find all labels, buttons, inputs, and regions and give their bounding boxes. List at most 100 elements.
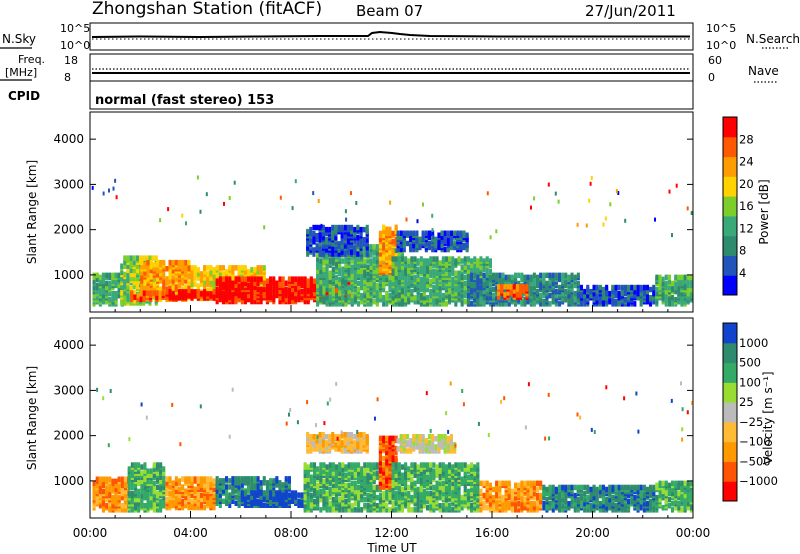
data-cell [548,301,552,307]
data-cell [536,274,540,281]
data-cell [686,290,690,297]
data-cell [394,224,398,231]
freq-panel: Freq. [MHz] 18 8 60 0 Nave [0,53,779,84]
data-cell [237,265,241,271]
data-cell [375,292,379,299]
nave-tick-bottom: 0 [708,71,715,84]
data-cell [375,462,379,468]
data-cell [385,263,389,269]
sparse-cell [604,216,607,221]
data-cell [397,274,401,281]
data-cell [132,259,136,265]
data-cell [529,286,533,293]
data-cell [415,236,419,243]
data-cell [451,276,455,283]
data-cell [350,470,354,476]
data-cell [278,484,282,490]
data-cell [278,294,282,301]
data-cell [133,294,137,300]
data-cell [162,282,166,288]
sparse-cell [576,222,579,227]
data-cell [664,301,668,307]
data-cell [570,292,574,299]
data-cell [184,284,188,290]
data-cell [394,253,398,259]
data-cell [463,256,467,262]
data-cell [506,290,510,296]
data-cell [140,464,144,470]
data-cell [375,258,379,264]
data-cell [661,276,665,283]
sparse-cell [554,191,557,196]
data-cell [129,271,133,278]
data-cell [215,476,219,482]
data-cell [247,494,251,500]
data-cell [149,290,153,296]
sparse-cell [416,219,419,224]
data-cell [225,276,229,282]
data-cell [402,230,406,236]
data-cell [356,251,360,257]
data-cell [331,505,335,511]
data-cell [199,476,203,482]
data-cell [309,290,313,297]
sparse-cell [533,196,536,201]
data-cell [347,288,351,295]
data-cell [473,286,477,293]
data-cell [601,290,605,297]
data-cell [363,292,367,299]
data-cell [120,486,124,493]
data-cell [416,276,420,283]
data-cell [482,288,486,295]
data-cell [334,288,338,295]
data-cell [256,498,260,504]
data-cell [256,476,260,482]
data-cell [134,462,138,468]
data-cell [171,284,175,290]
sparse-cell [223,201,225,206]
data-cell [479,284,483,291]
data-cell [253,298,257,305]
data-cell [539,292,543,299]
data-cell [350,480,354,487]
data-cell [658,282,662,289]
data-cell [388,292,392,299]
data-cell [328,270,332,276]
data-cell [174,295,178,301]
data-cell [686,274,690,281]
data-cell [145,290,149,296]
data-cell [564,288,568,295]
data-cell [421,230,425,236]
data-cell [291,490,295,496]
sparse-cell [585,223,588,228]
data-cell [287,476,291,482]
data-cell [325,494,329,501]
cpid-text: normal (fast stereo) 153 [95,93,274,108]
data-cell [206,498,210,505]
data-cell [366,280,370,287]
data-cell [441,256,445,262]
data-cell [165,504,169,511]
sky-noise-line [91,30,690,39]
data-cell [532,272,536,279]
data-cell [545,280,549,287]
data-cell [385,269,389,275]
data-cell [256,490,260,496]
data-cell [123,283,127,290]
data-cell [482,276,486,283]
data-cell [338,290,342,297]
data-cell [225,269,229,275]
data-cell [306,241,310,247]
data-cell [453,230,457,236]
data-cell [512,284,516,290]
data-cell [391,238,395,245]
data-cell [171,291,175,297]
data-cell [253,276,257,282]
data-cell [181,476,185,482]
data-cell [278,288,282,295]
data-cell [366,492,370,499]
sparse-cell [291,206,294,211]
data-cell [482,272,486,279]
